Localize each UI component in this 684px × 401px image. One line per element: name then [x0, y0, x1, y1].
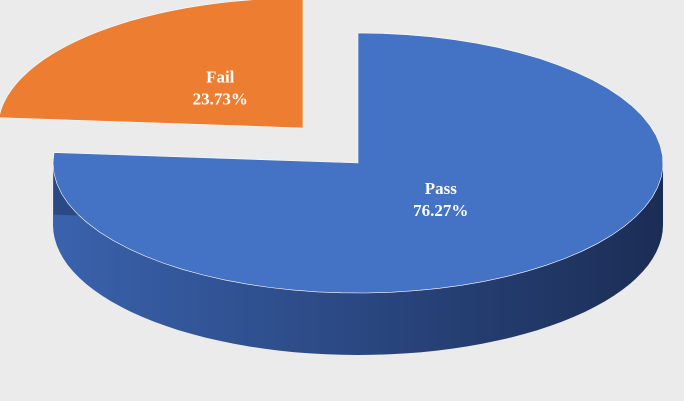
slice-category-label: Pass [425, 179, 458, 198]
pie-slice [52, 32, 664, 294]
slice-value-label: 76.27% [413, 201, 468, 220]
pie-slice [0, 0, 304, 129]
pie-side [53, 163, 663, 355]
slice-value-label: 23.73% [193, 90, 248, 109]
slice-category-label: Fail [206, 68, 235, 87]
